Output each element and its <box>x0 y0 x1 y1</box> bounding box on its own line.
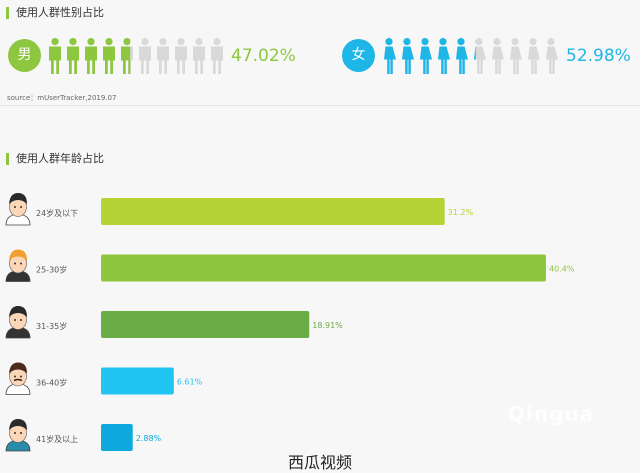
male-figure-icon <box>67 38 79 74</box>
source-note: source：mUserTracker,2019.07 <box>7 94 117 102</box>
female-figure-icon <box>402 38 414 74</box>
age-value-label: 18.91% <box>312 321 343 330</box>
female-figure-icon <box>510 38 522 74</box>
age-value-label: 2.88% <box>136 434 162 443</box>
age-section-title: 使用人群年龄占比 <box>6 153 104 165</box>
age-bar <box>101 367 174 395</box>
female-percentage: 52.98% <box>566 46 631 66</box>
female-figure-icon <box>528 38 540 74</box>
age-bar <box>101 198 445 225</box>
qingua-logo-watermark: Qingua <box>508 402 595 426</box>
age-bar <box>101 424 133 451</box>
age-category-label: 25-30岁 <box>36 265 67 275</box>
age-value-label: 6.61% <box>177 378 203 387</box>
male-figure-icons <box>47 37 225 75</box>
female-figure-icon <box>546 38 558 74</box>
female-figure-icon <box>474 38 486 74</box>
suit-man-avatar-icon <box>5 306 31 339</box>
section-divider <box>0 105 640 106</box>
male-badge: 男 <box>8 39 41 72</box>
male-figure-icon <box>49 38 61 74</box>
gender-section-title: 使用人群性别占比 <box>6 7 104 19</box>
male-figure-icon <box>175 38 187 74</box>
female-figure-icon <box>492 38 504 74</box>
male-figure-icon <box>211 38 223 74</box>
female-badge: 女 <box>342 39 375 72</box>
female-figure-icon <box>456 38 468 74</box>
age-bar <box>101 254 546 282</box>
female-figure-icon <box>384 38 396 74</box>
male-figure-icon <box>157 38 169 74</box>
age-category-label: 24岁及以下 <box>36 208 78 218</box>
age-category-label: 36-40岁 <box>36 378 67 388</box>
mustache-man-avatar-icon <box>5 362 31 395</box>
age-category-label: 31-35岁 <box>36 321 67 331</box>
age-category-label: 41岁及以上 <box>36 434 78 444</box>
age-value-label: 31.2% <box>448 208 474 217</box>
young-man-avatar-icon <box>5 193 31 226</box>
male-figure-icon <box>85 38 97 74</box>
older-man-avatar-icon <box>5 419 31 452</box>
male-figure-icon <box>193 38 205 74</box>
male-figure-icon <box>103 38 115 74</box>
xigua-video-watermark: 西瓜视频 <box>288 453 353 472</box>
female-figure-icon <box>420 38 432 74</box>
male-figure-icon <box>121 38 133 74</box>
male-percentage: 47.02% <box>231 46 296 66</box>
blond-man-avatar-icon <box>5 249 31 282</box>
female-figure-icons <box>381 37 559 75</box>
female-figure-icon <box>438 38 450 74</box>
male-figure-icon <box>139 38 151 74</box>
age-value-label: 40.4% <box>549 265 575 274</box>
age-bar <box>101 311 310 338</box>
